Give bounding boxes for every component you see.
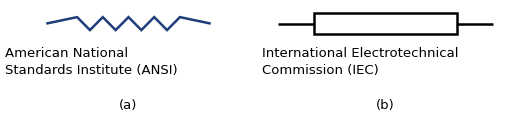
Text: (a): (a) (119, 99, 138, 112)
Text: International Electrotechnical
Commission (IEC): International Electrotechnical Commissio… (262, 47, 458, 77)
Bar (314, 13, 457, 34)
Text: American National
Standards Institute (ANSI): American National Standards Institute (A… (5, 47, 178, 77)
Text: (b): (b) (376, 99, 395, 112)
